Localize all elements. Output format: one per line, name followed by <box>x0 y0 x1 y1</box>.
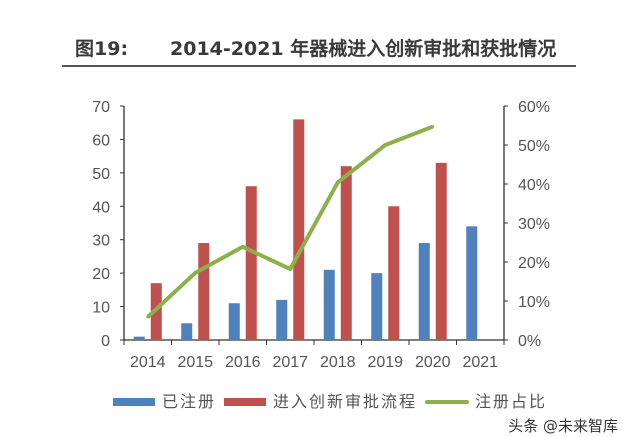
legend-item-registered: 已注册 <box>113 392 216 412</box>
y2-tick-label: 30% <box>518 216 550 233</box>
legend-label: 注册占比 <box>475 392 548 411</box>
y2-tick-label: 50% <box>518 138 550 155</box>
title-rule <box>62 65 576 67</box>
figure-number: 图19: <box>75 38 129 60</box>
legend-swatch <box>224 398 267 406</box>
y2-tick-label: 60% <box>518 99 550 116</box>
y-tick-label: 20 <box>92 266 110 283</box>
bar-innovation-2015 <box>198 243 210 340</box>
ratio-point-2016 <box>241 245 245 249</box>
y-tick-label: 50 <box>92 166 110 183</box>
y-tick-label: 70 <box>92 99 110 116</box>
x-tick-label: 2015 <box>177 354 213 371</box>
y-tick-label: 30 <box>92 233 110 250</box>
bar-registered-2016 <box>228 303 240 340</box>
x-tick-label: 2019 <box>367 354 403 371</box>
legend: 已注册 进入创新审批流程 注册占比 <box>113 392 555 412</box>
bar-registered-2020 <box>418 243 430 340</box>
y2-tick-label: 0% <box>518 333 541 350</box>
ratio-point-2015 <box>193 271 197 275</box>
x-tick-label: 2020 <box>415 354 451 371</box>
legend-label: 已注册 <box>162 392 217 411</box>
ratio-point-2014 <box>146 315 150 319</box>
bar-innovation-2020 <box>435 162 447 340</box>
bar-innovation-2017 <box>293 119 305 340</box>
legend-line <box>425 400 470 404</box>
x-tick-label: 2018 <box>320 354 356 371</box>
bar-innovation-2019 <box>388 206 400 340</box>
legend-item-innovation: 进入创新审批流程 <box>224 392 417 412</box>
y2-tick-label: 10% <box>518 294 550 311</box>
bar-registered-2014 <box>133 336 145 340</box>
x-tick-label: 2021 <box>462 354 498 371</box>
x-tick-label: 2014 <box>130 354 166 371</box>
bar-registered-2017 <box>276 299 288 340</box>
ratio-point-2019 <box>383 143 387 147</box>
bar-innovation-2018 <box>340 166 352 340</box>
ratio-point-2020 <box>431 125 435 129</box>
legend-swatch <box>113 398 155 406</box>
bar-registered-2018 <box>323 269 335 340</box>
y2-tick-label: 40% <box>518 177 550 194</box>
chart-title: 2014-2021 年器械进入创新审批和获批情况 <box>170 38 557 60</box>
ratio-point-2018 <box>336 180 340 184</box>
x-tick-label: 2016 <box>225 354 261 371</box>
bar-registered-2021 <box>466 226 478 340</box>
bar-registered-2015 <box>181 323 193 340</box>
bar-registered-2019 <box>371 273 383 340</box>
legend-label: 进入创新审批流程 <box>273 392 418 411</box>
y-tick-label: 40 <box>92 199 110 216</box>
y-tick-label: 10 <box>92 300 110 317</box>
ratio-point-2017 <box>288 267 292 271</box>
y-tick-label: 0 <box>101 333 110 350</box>
legend-item-ratio: 注册占比 <box>425 392 547 412</box>
x-tick-label: 2017 <box>272 354 308 371</box>
y2-tick-label: 20% <box>518 255 550 272</box>
watermark: 头条 @未来智库 <box>508 417 618 435</box>
y-tick-label: 60 <box>92 132 110 149</box>
bar-innovation-2016 <box>245 186 257 340</box>
